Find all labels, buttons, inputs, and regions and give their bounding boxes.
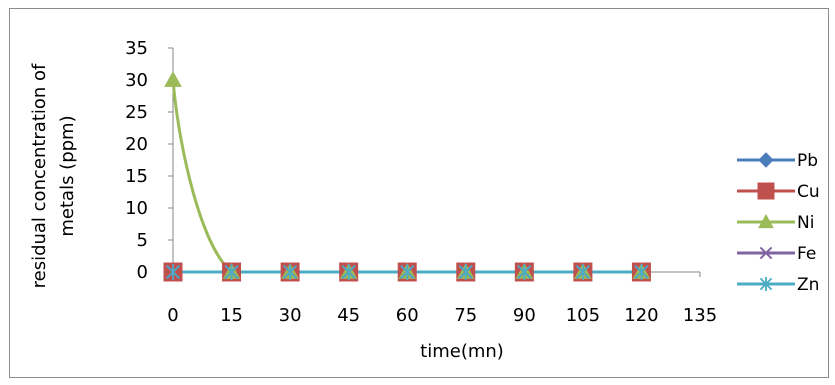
x-tick-label: 60 [396, 305, 419, 326]
legend: Pb Cu Ni Fe Zn [737, 151, 820, 295]
x-tick-label: 105 [566, 305, 600, 326]
series-lines [171, 79, 642, 274]
series-line-ni [171, 79, 642, 274]
series-markers [163, 70, 651, 282]
legend-label-fe: Fe [797, 244, 816, 264]
y-tick-label: 5 [137, 230, 148, 251]
x-tick-label: 90 [513, 305, 536, 326]
data-point-marker [758, 213, 774, 229]
legend-label-pb: Pb [797, 151, 818, 171]
y-tick-label: 10 [125, 198, 148, 219]
x-tick-label: 0 [167, 305, 178, 326]
data-point-marker [458, 264, 473, 280]
data-point-marker [758, 152, 774, 168]
legend-label-zn: Zn [797, 275, 819, 295]
data-point-marker [759, 277, 773, 291]
y-tick-label: 15 [125, 166, 148, 187]
data-point-marker [517, 264, 532, 280]
x-axis-label: time(mn) [420, 341, 504, 362]
x-tick-label: 30 [279, 305, 302, 326]
data-point-marker [341, 264, 356, 280]
x-tick-label: 75 [454, 305, 477, 326]
data-point-marker [759, 246, 773, 260]
x-tick-label: 15 [220, 305, 243, 326]
x-tick-label: 45 [337, 305, 360, 326]
y-tick-label: 0 [137, 262, 148, 283]
chart-frame [9, 8, 829, 378]
x-tick-label: 120 [624, 305, 658, 326]
legend-label-cu: Cu [797, 182, 820, 202]
x-tick-label: 135 [683, 305, 717, 326]
y-tick-label: 30 [125, 70, 148, 91]
data-point-marker [165, 264, 181, 280]
y-axis-label-line-2: metals (ppm) [57, 115, 78, 236]
y-axis-label-line-1: residual concentration of [29, 63, 50, 288]
y-tick-label: 20 [125, 134, 148, 155]
y-tick-label: 25 [125, 102, 148, 123]
tick-labels: 0 5 10 15 20 25 30 35 0 15 30 45 60 75 90 105 120 135 [125, 38, 717, 326]
y-tick-label: 35 [125, 38, 148, 59]
data-point-marker [634, 264, 649, 280]
data-point-marker [283, 264, 298, 280]
data-point-marker [164, 70, 182, 87]
data-point-marker [757, 182, 775, 200]
data-point-marker [400, 264, 415, 280]
data-point-marker [224, 264, 239, 280]
legend-label-ni: Ni [797, 213, 814, 233]
data-point-marker [575, 264, 590, 280]
axes [168, 47, 701, 277]
